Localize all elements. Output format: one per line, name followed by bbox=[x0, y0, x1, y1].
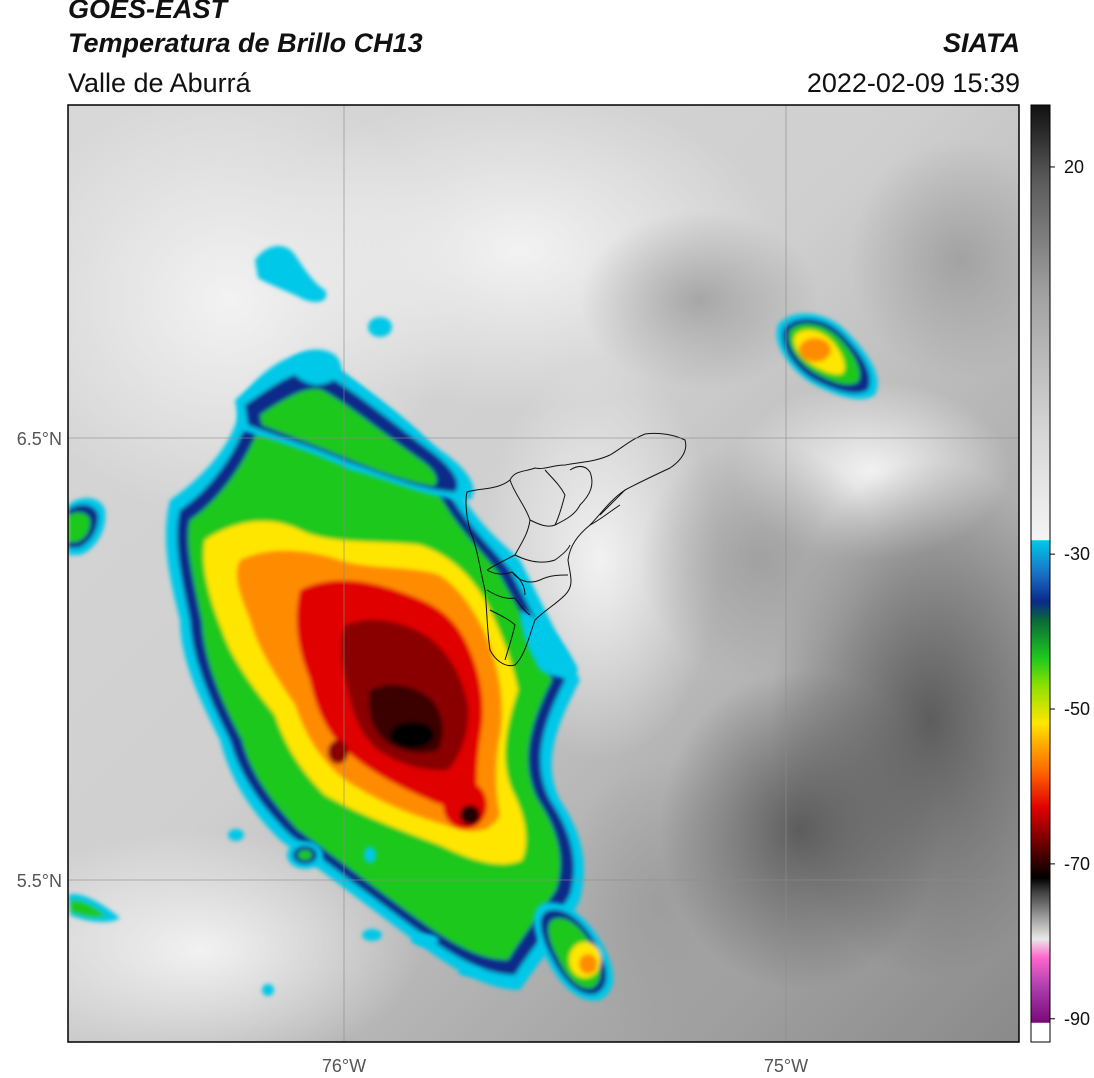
satellite-title: GOES-EAST bbox=[68, 0, 228, 24]
colorbar-tick-label: -30 bbox=[1064, 544, 1090, 564]
map-panel bbox=[68, 105, 1019, 1042]
org-label: SIATA bbox=[943, 28, 1020, 58]
lon-label-75W: 75°W bbox=[764, 1056, 808, 1076]
region-subtitle: Valle de Aburrá bbox=[68, 68, 251, 98]
colorbar-tick-label: -90 bbox=[1064, 1009, 1090, 1029]
datetime-label: 2022-02-09 15:39 bbox=[806, 68, 1020, 98]
lat-label-5-5N: 5.5°N bbox=[17, 871, 62, 891]
graticule bbox=[68, 105, 1019, 1042]
municipality-boundaries bbox=[465, 432, 687, 667]
colorbar-frame bbox=[1030, 104, 1051, 1043]
colorbar-tick-label: 20 bbox=[1064, 157, 1084, 177]
colorbar-tick-label: -50 bbox=[1064, 699, 1090, 719]
colorbar-ramp bbox=[1031, 105, 1050, 1042]
convective-cell-southeast bbox=[533, 902, 614, 1001]
map-frame bbox=[67, 104, 1020, 1043]
convective-band-north bbox=[235, 349, 474, 500]
colorbar-tick-label: -70 bbox=[1064, 854, 1090, 874]
colorbar: 20 -30 -50 -70 -90 bbox=[1030, 104, 1090, 1043]
small-cells bbox=[68, 245, 578, 996]
product-title: Temperatura de Brillo CH13 bbox=[68, 28, 423, 58]
convective-cell-northeast bbox=[776, 313, 878, 400]
lat-label-6-5N: 6.5°N bbox=[17, 429, 62, 449]
lon-label-76W: 76°W bbox=[322, 1056, 366, 1076]
convective-cell-main bbox=[165, 353, 584, 991]
